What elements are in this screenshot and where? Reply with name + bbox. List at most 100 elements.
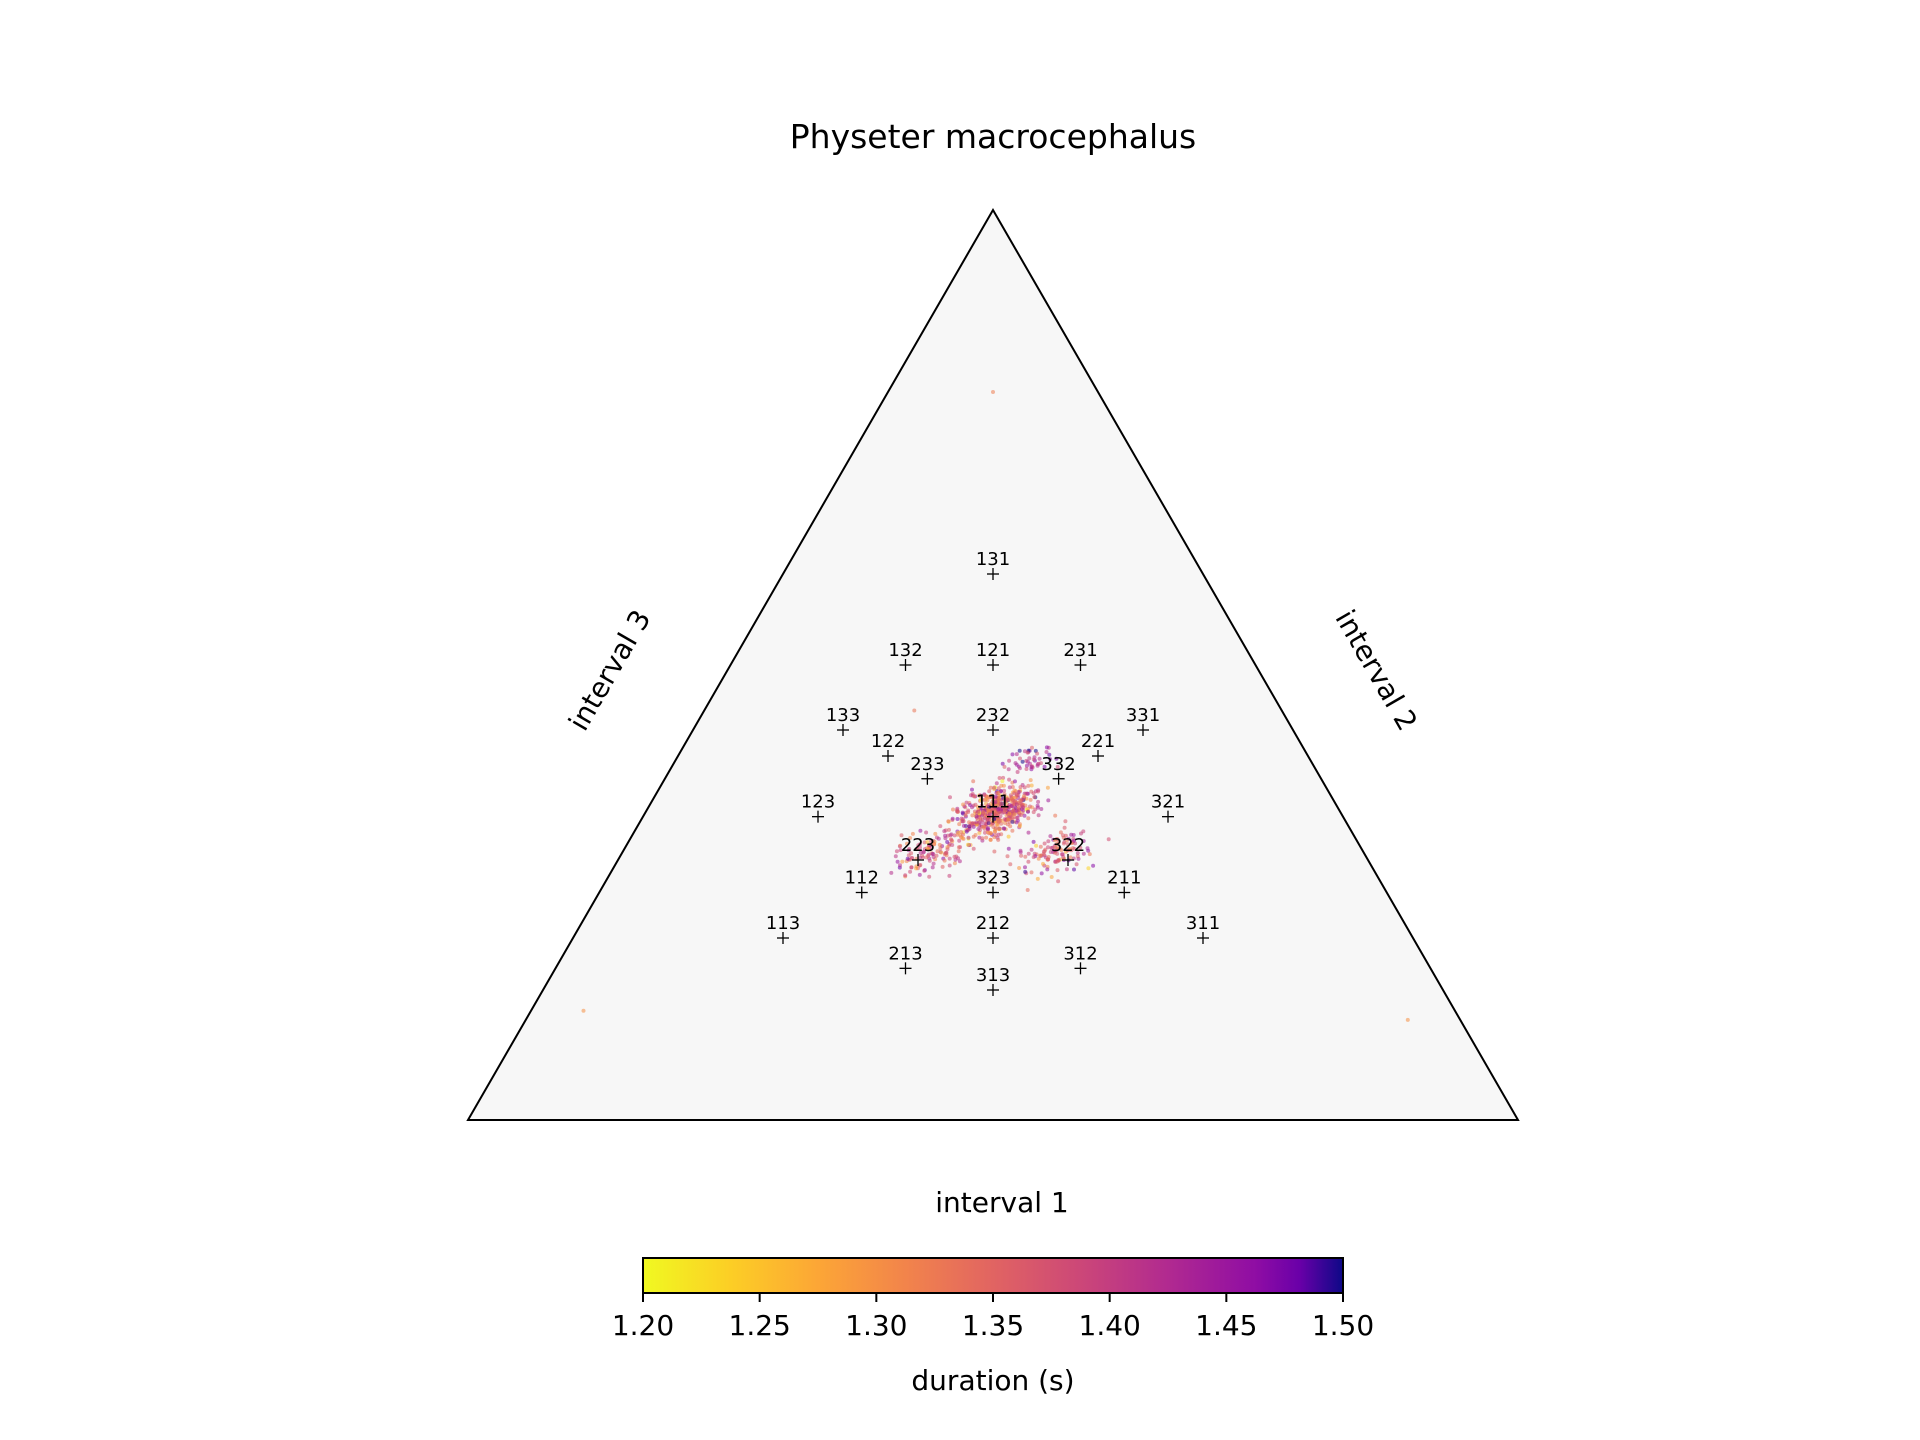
reference-point-113: 113 bbox=[766, 913, 800, 944]
scatter-point bbox=[1000, 779, 1005, 784]
scatter-point bbox=[1018, 756, 1022, 761]
reference-point-123: 123 bbox=[801, 792, 835, 823]
scatter-point bbox=[1045, 785, 1050, 790]
scatter-point bbox=[1041, 861, 1045, 866]
scatter-point bbox=[989, 795, 994, 800]
reference-label: 211 bbox=[1107, 868, 1141, 889]
scatter-point bbox=[944, 850, 949, 855]
scatter-point bbox=[955, 808, 960, 813]
scatter-point bbox=[1026, 859, 1031, 864]
scatter-point bbox=[966, 835, 971, 840]
scatter-point bbox=[971, 834, 976, 839]
scatter-point bbox=[1002, 788, 1007, 793]
scatter-point bbox=[1031, 839, 1036, 844]
scatter-point bbox=[993, 805, 998, 810]
scatter-point bbox=[1018, 785, 1023, 790]
scatter-point bbox=[1049, 846, 1054, 850]
scatter-point bbox=[1019, 853, 1024, 858]
axis-label-bottom: interval 1 bbox=[935, 1186, 1068, 1219]
scatter-point bbox=[993, 794, 998, 799]
scatter-point bbox=[1010, 819, 1015, 824]
scatter-point bbox=[1072, 867, 1076, 872]
reference-label: 131 bbox=[976, 549, 1010, 570]
scatter-point bbox=[997, 776, 1002, 780]
scatter-point bbox=[1008, 793, 1013, 798]
scatter-point bbox=[1037, 756, 1042, 761]
scatter-point bbox=[1061, 841, 1066, 846]
scatter-point bbox=[922, 840, 927, 845]
scatter-point bbox=[1010, 752, 1015, 757]
scatter-point bbox=[1008, 824, 1013, 829]
scatter-point bbox=[1046, 857, 1051, 862]
scatter-point bbox=[1014, 808, 1019, 813]
reference-point-322: 322 bbox=[1051, 835, 1085, 866]
scatter-point bbox=[950, 816, 955, 821]
scatter-point bbox=[996, 837, 1001, 842]
scatter-point bbox=[942, 829, 947, 834]
reference-label: 121 bbox=[976, 640, 1010, 661]
reference-point-331: 331 bbox=[1126, 705, 1160, 736]
scatter-point bbox=[925, 840, 930, 845]
scatter-point bbox=[938, 824, 943, 829]
reference-label: 213 bbox=[888, 943, 922, 964]
scatter-point bbox=[957, 859, 962, 864]
scatter-point bbox=[996, 819, 1001, 824]
scatter-point bbox=[930, 865, 935, 870]
scatter-point bbox=[1000, 801, 1004, 806]
scatter-point bbox=[1036, 856, 1041, 861]
reference-label: 332 bbox=[1041, 754, 1075, 775]
scatter-point bbox=[1078, 845, 1083, 850]
scatter-point bbox=[924, 830, 929, 835]
scatter-point bbox=[974, 814, 979, 819]
scatter-point bbox=[996, 791, 1001, 795]
scatter-point bbox=[1024, 767, 1029, 771]
scatter-point bbox=[1014, 792, 1019, 797]
reference-label: 232 bbox=[976, 705, 1010, 726]
scatter-point bbox=[1053, 813, 1058, 818]
reference-label: 112 bbox=[845, 868, 879, 889]
scatter-point bbox=[918, 828, 923, 833]
scatter-point bbox=[949, 838, 954, 843]
reference-label: 233 bbox=[910, 754, 944, 775]
scatter-point bbox=[1031, 810, 1036, 815]
scatter-point bbox=[1060, 833, 1065, 838]
scatter-point bbox=[986, 821, 991, 825]
colorbar: 1.20 1.25 1.30 1.35 1.40 1.45 1.50 duration (s… bbox=[612, 1257, 1374, 1397]
reference-points-layer: 111 112 113 121 122 123 131 132 133 211 212 213 221 2… bbox=[766, 549, 1220, 996]
scatter-point bbox=[1031, 791, 1036, 796]
scatter-point bbox=[1025, 888, 1030, 892]
scatter-point bbox=[1056, 879, 1061, 884]
scatter-point bbox=[980, 836, 985, 841]
scatter-point bbox=[1063, 819, 1068, 824]
scatter-point bbox=[1061, 855, 1066, 860]
scatter-point bbox=[900, 859, 905, 864]
scatter-point bbox=[947, 856, 952, 861]
scatter-point bbox=[1006, 767, 1011, 772]
chart-title: Physeter macrocephalus bbox=[790, 117, 1197, 156]
reference-point-212: 212 bbox=[976, 913, 1010, 944]
scatter-point bbox=[931, 861, 936, 866]
scatter-point bbox=[1031, 757, 1036, 762]
scatter-point bbox=[976, 809, 981, 814]
reference-point-312: 312 bbox=[1063, 943, 1098, 975]
scatter-point bbox=[1005, 854, 1010, 859]
scatter-point bbox=[1018, 848, 1023, 853]
scatter-point bbox=[1030, 745, 1034, 750]
scatter-point bbox=[952, 861, 957, 866]
scatter-point bbox=[934, 853, 939, 858]
scatter-point bbox=[1017, 866, 1022, 870]
scatter-point bbox=[959, 816, 964, 821]
reference-point-221: 221 bbox=[1081, 731, 1115, 762]
scatter-point bbox=[889, 870, 894, 875]
scatter-point bbox=[1067, 847, 1072, 851]
scatter-point bbox=[1006, 846, 1011, 851]
scatter-point bbox=[1032, 795, 1037, 800]
scatter-point bbox=[1075, 851, 1080, 855]
scatter-point bbox=[1081, 829, 1086, 834]
scatter-point bbox=[1405, 1017, 1410, 1022]
scatter-point bbox=[1007, 785, 1012, 790]
scatter-point bbox=[1086, 866, 1091, 871]
scatter-point bbox=[981, 810, 986, 815]
scatter-point bbox=[1017, 822, 1022, 827]
